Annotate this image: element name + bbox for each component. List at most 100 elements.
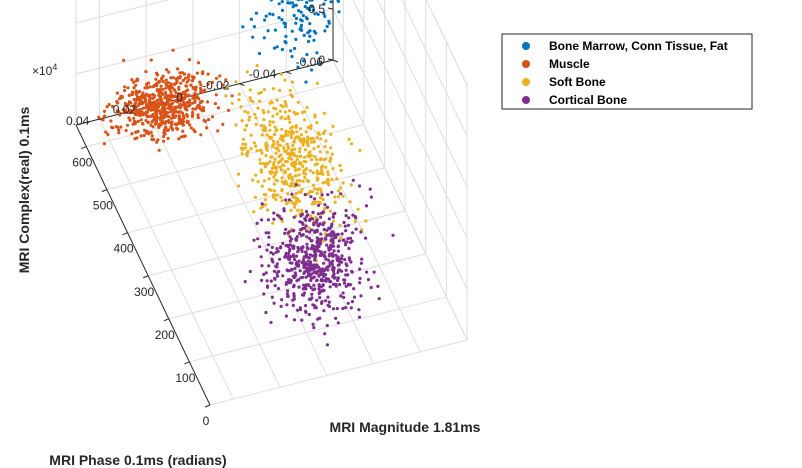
scatter-point <box>205 126 209 130</box>
scatter-point <box>266 285 270 289</box>
scatter-point <box>146 115 150 119</box>
scatter-point <box>286 1 290 5</box>
scatter-point <box>178 110 182 114</box>
scatter-point <box>199 133 203 137</box>
scatter-point <box>334 253 338 257</box>
scatter-point <box>218 74 222 78</box>
scatter-point <box>289 49 293 53</box>
scatter-point <box>106 132 110 137</box>
scatter-point <box>299 133 303 137</box>
scatter-point <box>285 142 289 146</box>
scatter-point <box>206 82 210 86</box>
scatter-point <box>340 232 344 236</box>
scatter-point <box>271 195 276 199</box>
scatter-point <box>298 179 302 183</box>
scatter-point <box>198 80 202 84</box>
scatter-point <box>325 243 329 247</box>
x-tick-label: -0.02 <box>202 79 230 93</box>
scatter-point <box>302 139 306 143</box>
scatter-point <box>306 31 310 35</box>
scatter-point <box>174 77 178 81</box>
scatter-point <box>264 271 268 275</box>
scatter-point <box>157 91 161 95</box>
scatter-point <box>294 21 298 25</box>
scatter-point <box>302 159 306 164</box>
scatter-point <box>283 149 287 153</box>
scatter-point <box>280 127 284 131</box>
grid-line-wall-z <box>401 0 468 137</box>
scatter-point <box>286 245 290 249</box>
scatter-point <box>319 165 324 169</box>
scatter-point <box>283 117 288 121</box>
scatter-point <box>359 230 363 234</box>
scatter-point <box>206 72 210 76</box>
scatter-point <box>293 203 297 207</box>
scatter-point <box>315 81 319 85</box>
scatter-point <box>330 262 334 266</box>
scatter-point <box>297 183 301 187</box>
scatter-point <box>291 131 295 135</box>
scatter-point <box>268 12 272 16</box>
scatter-point <box>267 187 271 191</box>
scatter-point <box>248 98 252 102</box>
scatter-point <box>268 120 272 124</box>
scatter-point <box>118 97 122 101</box>
scatter-point <box>143 97 148 101</box>
series-1 <box>97 48 234 152</box>
scatter-point <box>153 109 158 113</box>
scatter-point <box>243 280 247 284</box>
scatter-point <box>318 296 322 300</box>
scatter-point <box>305 229 309 233</box>
scatter-point <box>357 184 362 188</box>
scatter-point <box>313 229 317 233</box>
scatter-point <box>290 178 294 182</box>
scatter-point <box>166 136 170 140</box>
z-tick-mark <box>327 58 334 61</box>
scatter-point <box>181 78 185 83</box>
scatter-point <box>336 0 340 2</box>
scatter-point <box>306 263 310 267</box>
scatter-point <box>294 123 298 128</box>
scatter-point <box>289 208 293 212</box>
scatter-point <box>176 99 180 103</box>
scatter-point <box>283 254 288 258</box>
scatter-point <box>136 119 140 123</box>
scatter-point <box>97 115 101 119</box>
scatter-point <box>300 208 304 212</box>
scatter-point <box>254 116 258 120</box>
scatter-point <box>325 323 329 328</box>
scatter-point <box>315 298 319 302</box>
scatter-point <box>280 219 284 223</box>
scatter-point <box>302 118 306 122</box>
scatter-point <box>269 279 273 283</box>
scatter-point <box>283 231 287 235</box>
scatter-point <box>327 21 331 25</box>
scatter-point <box>322 111 326 115</box>
scatter-point <box>192 76 196 80</box>
scatter-point <box>331 124 335 128</box>
scatter-point <box>292 294 296 298</box>
scatter-point <box>336 189 340 193</box>
scatter-point <box>350 239 354 243</box>
scatter-point <box>270 145 275 149</box>
grid-line-floor-y <box>106 124 365 191</box>
scatter-point <box>309 286 313 290</box>
scatter-point <box>328 209 332 213</box>
scatter-point <box>185 80 189 84</box>
scatter-point <box>295 130 299 134</box>
scatter-point <box>346 237 350 241</box>
scatter-point <box>330 190 334 194</box>
scatter-point <box>272 142 276 146</box>
scatter-point <box>312 326 316 330</box>
scatter-point <box>349 260 353 264</box>
series-3 <box>243 178 395 347</box>
scatter-point <box>313 248 318 252</box>
scatter-point <box>347 216 351 220</box>
scatter-point <box>328 285 332 289</box>
scatter-point <box>268 123 272 127</box>
scatter-point <box>165 99 169 103</box>
scatter-point <box>102 142 106 146</box>
scatter-point <box>251 178 255 182</box>
scatter-point <box>317 245 321 249</box>
scatter-point <box>275 271 279 275</box>
